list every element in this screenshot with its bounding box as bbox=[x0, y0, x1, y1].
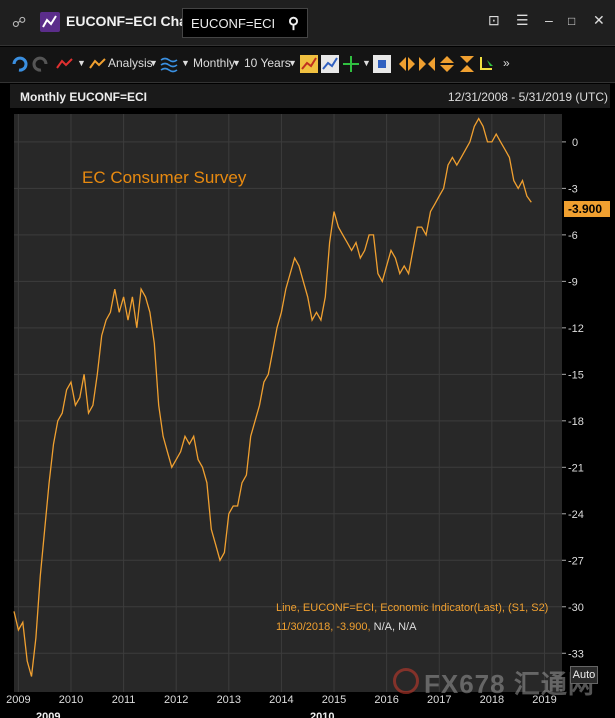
undo-icon[interactable] bbox=[10, 55, 28, 73]
chart-toolbar: ▼ Analysis ▼ ▼ Monthly ▼ 10 Years ▼ ▼ » bbox=[0, 47, 615, 83]
last-value-marker: -3.900 bbox=[564, 201, 610, 217]
grid-lines bbox=[14, 114, 562, 692]
x-tick-label: 2012 bbox=[164, 694, 188, 706]
x-tick-label: 2013 bbox=[217, 694, 241, 706]
interval-dropdown-icon[interactable]: ▼ bbox=[232, 58, 241, 68]
x-tick-label: 2010 bbox=[59, 694, 83, 706]
legend-line-2: 11/30/2018, -3.900, N/A, N/A bbox=[276, 621, 417, 633]
y-tick-label: -6 bbox=[568, 230, 578, 242]
chart-type-icon[interactable] bbox=[300, 55, 318, 73]
window-title: EUCONF=ECI Chart bbox=[66, 13, 198, 29]
y-tick-label: -15 bbox=[568, 369, 584, 381]
y-tick-label: -18 bbox=[568, 416, 584, 428]
y-tick-label: -9 bbox=[568, 276, 578, 288]
studies-icon[interactable] bbox=[160, 55, 178, 73]
search-icon[interactable]: ⚲ bbox=[288, 15, 299, 32]
search-box[interactable]: EUCONF=ECI ⚲ bbox=[182, 8, 308, 38]
x-tick-label: 2016 bbox=[374, 694, 398, 706]
chart-header: Monthly EUCONF=ECI 12/31/2008 - 5/31/201… bbox=[10, 84, 610, 108]
annotate-icon[interactable] bbox=[478, 55, 496, 73]
collapse-icon[interactable] bbox=[418, 55, 436, 73]
more-tools-icon[interactable]: » bbox=[503, 56, 510, 70]
x-tick-label: 2019 bbox=[532, 694, 556, 706]
range-select[interactable]: 10 Years bbox=[244, 56, 291, 70]
y-tick-label: -21 bbox=[568, 462, 584, 474]
x-tick-label: 2011 bbox=[112, 694, 136, 706]
menu-icon[interactable]: ☰ bbox=[516, 12, 529, 28]
x-tick-label: 2009 bbox=[6, 694, 30, 706]
line-chart[interactable]: 0 -3 -6 -9 -12 -15 -18 -21 -24 -27 -30 -33 2009 2010… bbox=[0, 108, 615, 718]
auto-scale-button[interactable]: Auto bbox=[570, 666, 598, 684]
interval-select[interactable]: Monthly bbox=[193, 56, 236, 70]
line-style-icon[interactable] bbox=[56, 55, 74, 73]
legend-line-1: Line, EUCONF=ECI, Economic Indicator(Las… bbox=[276, 602, 548, 614]
analysis-icon bbox=[89, 55, 107, 73]
plot-area bbox=[14, 114, 562, 692]
range-dropdown-icon[interactable]: ▼ bbox=[288, 58, 297, 68]
legend-date-value: 11/30/2018, -3.900, bbox=[276, 621, 371, 633]
bottom-label-center: 2010 bbox=[310, 711, 334, 718]
x-tick-label: 2017 bbox=[427, 694, 451, 706]
chart-app-icon bbox=[40, 12, 60, 32]
analysis-button[interactable]: Analysis bbox=[108, 56, 153, 70]
y-axis: 0 -3 -6 -9 -12 -15 -18 -21 -24 -27 -30 -33 bbox=[562, 137, 584, 660]
y-tick-label: -12 bbox=[568, 323, 584, 335]
y-tick-label: -33 bbox=[568, 648, 584, 660]
expand-vertical-icon[interactable] bbox=[438, 55, 456, 73]
share-icon[interactable]: ⊡ bbox=[488, 12, 500, 28]
y-tick-label: -27 bbox=[568, 555, 584, 567]
chart-title: EC Consumer Survey bbox=[82, 168, 247, 187]
crosshair-icon[interactable] bbox=[342, 55, 360, 73]
x-axis: 2009 2010 2011 2012 2013 2014 2015 2016 2017 2018… bbox=[6, 694, 557, 706]
bottom-label-left: 2009 bbox=[36, 711, 60, 718]
title-bar: ☍ EUCONF=ECI Chart EUCONF=ECI ⚲ ⊡ ☰ – □ … bbox=[0, 0, 615, 46]
link-icon[interactable]: ☍ bbox=[12, 14, 27, 30]
last-value-label: -3.900 bbox=[568, 202, 602, 216]
maximize-icon[interactable]: □ bbox=[568, 14, 576, 28]
compress-vertical-icon[interactable] bbox=[458, 55, 476, 73]
analysis-dropdown-icon[interactable]: ▼ bbox=[149, 58, 158, 68]
series-line-euconf bbox=[13, 117, 532, 677]
chart-date-range: 12/31/2008 - 5/31/2019 (UTC) bbox=[447, 90, 608, 104]
y-tick-label: -24 bbox=[568, 509, 584, 521]
crosshair-dropdown-icon[interactable]: ▼ bbox=[362, 58, 371, 68]
scroll-left-icon[interactable] bbox=[398, 55, 416, 73]
minimize-icon[interactable]: – bbox=[545, 12, 553, 28]
watermark-text: FX678 汇通网 bbox=[424, 669, 595, 699]
x-tick-label: 2018 bbox=[480, 694, 504, 706]
y-tick-label: -30 bbox=[568, 602, 584, 614]
y-tick-label: -3 bbox=[568, 183, 578, 195]
line-style-dropdown-icon[interactable]: ▼ bbox=[77, 58, 86, 68]
search-input[interactable]: EUCONF=ECI bbox=[191, 16, 276, 31]
y-tick-label: 0 bbox=[572, 137, 578, 149]
x-tick-label: 2014 bbox=[269, 694, 293, 706]
zoom-icon[interactable] bbox=[373, 55, 391, 73]
studies-dropdown-icon[interactable]: ▼ bbox=[181, 58, 190, 68]
close-icon[interactable]: ✕ bbox=[593, 12, 605, 28]
chart-series-label: Monthly EUCONF=ECI bbox=[20, 90, 148, 104]
x-tick-label: 2015 bbox=[322, 694, 346, 706]
compare-icon[interactable] bbox=[321, 55, 339, 73]
watermark: FX678 汇通网 bbox=[390, 664, 595, 701]
watermark-logo-icon bbox=[393, 668, 419, 694]
redo-icon[interactable] bbox=[32, 55, 50, 73]
legend-na-values: N/A, N/A bbox=[371, 621, 418, 633]
